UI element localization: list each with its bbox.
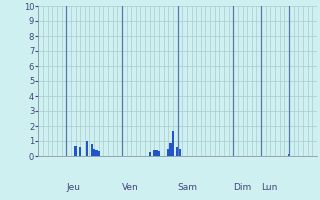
Text: Sam: Sam — [178, 183, 198, 192]
Bar — [79, 147, 81, 156]
Bar — [176, 147, 179, 156]
Bar — [172, 130, 174, 156]
Text: Dim: Dim — [233, 183, 252, 192]
Text: Ven: Ven — [122, 183, 139, 192]
Bar — [170, 142, 172, 156]
Text: Lun: Lun — [261, 183, 277, 192]
Bar — [167, 148, 170, 156]
Bar — [148, 152, 151, 156]
Bar — [91, 144, 93, 156]
Bar — [288, 154, 290, 156]
Bar — [74, 146, 77, 156]
Bar — [179, 148, 181, 156]
Bar — [86, 141, 88, 156]
Text: Jeu: Jeu — [66, 183, 80, 192]
Bar — [93, 148, 95, 156]
Bar — [158, 151, 160, 156]
Bar — [95, 150, 98, 156]
Bar — [156, 150, 158, 156]
Bar — [98, 151, 100, 156]
Bar — [153, 150, 156, 156]
